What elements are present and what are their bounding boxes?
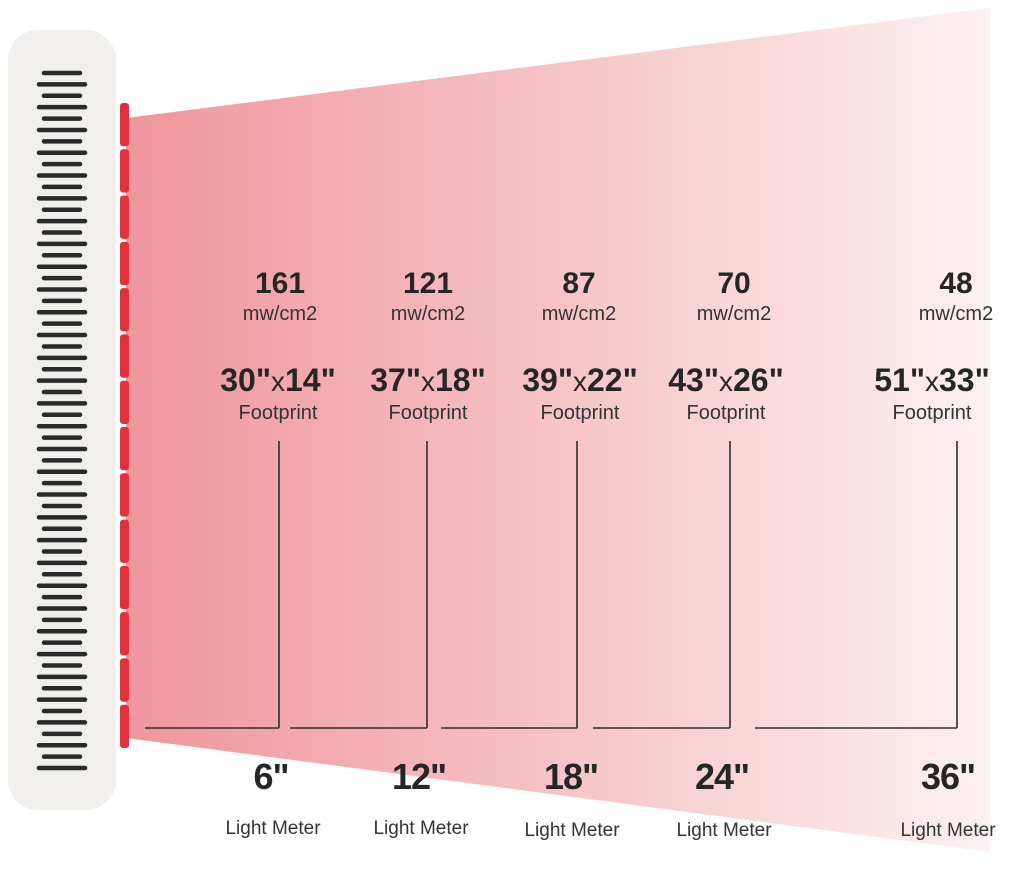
light-beam (126, 8, 990, 852)
footprint-height: 33" (939, 362, 990, 398)
irradiance-unit: mw/cm2 (696, 303, 772, 325)
red-led-segment (120, 519, 129, 563)
footprint-height: 22" (587, 362, 638, 398)
footprint-group-24in: 43"x26" Footprint (641, 362, 811, 426)
footprint-group-36in: 51"x33" Footprint (847, 362, 1017, 426)
red-led-strip (120, 103, 129, 748)
irradiance-value: 48 (939, 267, 973, 300)
irradiance-group-12in: 121 mw/cm2 (358, 268, 498, 328)
footprint-height: 18" (435, 362, 486, 398)
distance-value: 6" (253, 756, 289, 797)
footprint-label: Footprint (686, 402, 766, 424)
red-led-segment (120, 658, 129, 702)
footprint-dimensions: 30"x14" (193, 362, 363, 400)
footprint-group-12in: 37"x18" Footprint (343, 362, 513, 426)
footprint-label: Footprint (388, 402, 468, 424)
distance-value: 36" (920, 756, 976, 797)
footprint-times: x (271, 366, 285, 397)
footprint-width: 43" (668, 362, 719, 398)
footprint-width: 37" (370, 362, 421, 398)
irradiance-unit: mw/cm2 (918, 303, 994, 325)
irradiance-unit: mw/cm2 (390, 303, 466, 325)
distance-36in: 36" (888, 757, 1008, 797)
footprint-dimensions: 37"x18" (343, 362, 513, 400)
light-meter-label: Light Meter (373, 818, 469, 839)
red-led-segment (120, 334, 129, 378)
light-meter-label: Light Meter (225, 818, 321, 839)
footprint-label: Footprint (540, 402, 620, 424)
irradiance-value: 121 (402, 267, 454, 300)
footprint-height: 14" (285, 362, 336, 398)
distance-value: 24" (694, 756, 750, 797)
footprint-label: Footprint (238, 402, 318, 424)
footprint-times: x (421, 366, 435, 397)
red-led-segment (120, 473, 129, 517)
red-led-segment (120, 241, 129, 286)
red-led-segment (120, 149, 129, 193)
distance-6in: 6" (211, 757, 331, 797)
footprint-group-18in: 39"x22" Footprint (495, 362, 665, 426)
irradiance-group-24in: 70 mw/cm2 (664, 268, 804, 328)
red-led-segment (120, 565, 129, 610)
footprint-height: 26" (733, 362, 784, 398)
footprint-width: 30" (220, 362, 271, 398)
footprint-group-6in: 30"x14" Footprint (193, 362, 363, 426)
red-led-segment (120, 704, 129, 748)
light-meter-label: Light Meter (676, 820, 772, 841)
red-led-segment (120, 612, 129, 656)
footprint-dimensions: 51"x33" (847, 362, 1017, 400)
footprint-times: x (925, 366, 939, 397)
irradiance-value: 87 (562, 267, 596, 300)
footprint-dimensions: 39"x22" (495, 362, 665, 400)
led-panel-icon (8, 30, 116, 810)
irradiance-unit: mw/cm2 (541, 303, 617, 325)
footprint-times: x (719, 366, 733, 397)
distance-24in: 24" (662, 757, 782, 797)
irradiance-group-18in: 87 mw/cm2 (509, 268, 649, 328)
footprint-times: x (573, 366, 587, 397)
red-led-segment (120, 427, 129, 471)
irradiance-value: 161 (254, 267, 306, 300)
irradiance-value: 70 (717, 267, 751, 300)
red-led-segment (120, 380, 129, 424)
irradiance-group-6in: 161 mw/cm2 (210, 268, 350, 328)
footprint-label: Footprint (892, 402, 972, 424)
irradiance-unit: mw/cm2 (242, 303, 318, 325)
panel-led-rows (36, 70, 88, 771)
light-meter-label: Light Meter (524, 820, 620, 841)
light-meter-label: Light Meter (900, 820, 996, 841)
distance-value: 18" (543, 756, 599, 797)
distance-18in: 18" (511, 757, 631, 797)
footprint-dimensions: 43"x26" (641, 362, 811, 400)
irradiance-group-36in: 48 mw/cm2 (886, 268, 1024, 328)
red-led-segment (120, 103, 129, 147)
red-led-segment (120, 288, 129, 332)
footprint-width: 51" (874, 362, 925, 398)
distance-guide-lines (145, 441, 958, 729)
red-led-segment (120, 195, 129, 239)
footprint-width: 39" (522, 362, 573, 398)
distance-value: 12" (391, 756, 447, 797)
distance-12in: 12" (359, 757, 479, 797)
